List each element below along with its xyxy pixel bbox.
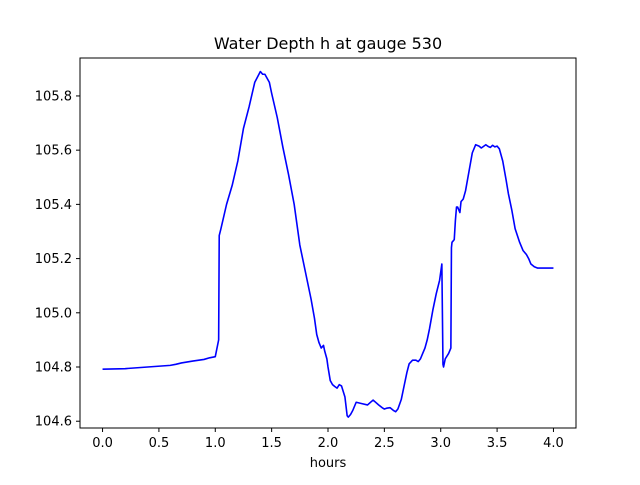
x-axis: 0.0 0.5 1.0 1.5 2.0 2.5 3.0 3.5 4.0 <box>92 428 564 451</box>
y-tick-label: 105.2 <box>35 252 72 267</box>
y-tick-label: 105.6 <box>35 144 72 159</box>
x-tick-label: 2.0 <box>318 436 339 451</box>
y-tick-label: 104.8 <box>35 361 72 376</box>
x-tick-label: 0.5 <box>149 436 170 451</box>
x-tick-label: 4.0 <box>543 436 564 451</box>
y-tick-label: 105.4 <box>35 198 72 213</box>
chart-title: Water Depth h at gauge 530 <box>214 34 442 53</box>
y-tick-label: 104.6 <box>35 415 72 430</box>
plot-area <box>80 58 576 428</box>
x-axis-label: hours <box>310 456 347 471</box>
x-tick-label: 0.0 <box>92 436 113 451</box>
x-tick-label: 1.0 <box>205 436 226 451</box>
x-tick-label: 1.5 <box>261 436 282 451</box>
y-tick-label: 105.8 <box>35 89 72 104</box>
series-line-water-depth <box>102 70 554 418</box>
y-axis: 104.6 104.8 105.0 105.2 105.4 105.6 105.8 <box>35 89 80 430</box>
y-tick-label: 105.0 <box>35 306 72 321</box>
x-tick-label: 3.0 <box>430 436 451 451</box>
x-tick-label: 2.5 <box>374 436 395 451</box>
plot-frame <box>79 57 577 429</box>
x-tick-label: 3.5 <box>487 436 508 451</box>
